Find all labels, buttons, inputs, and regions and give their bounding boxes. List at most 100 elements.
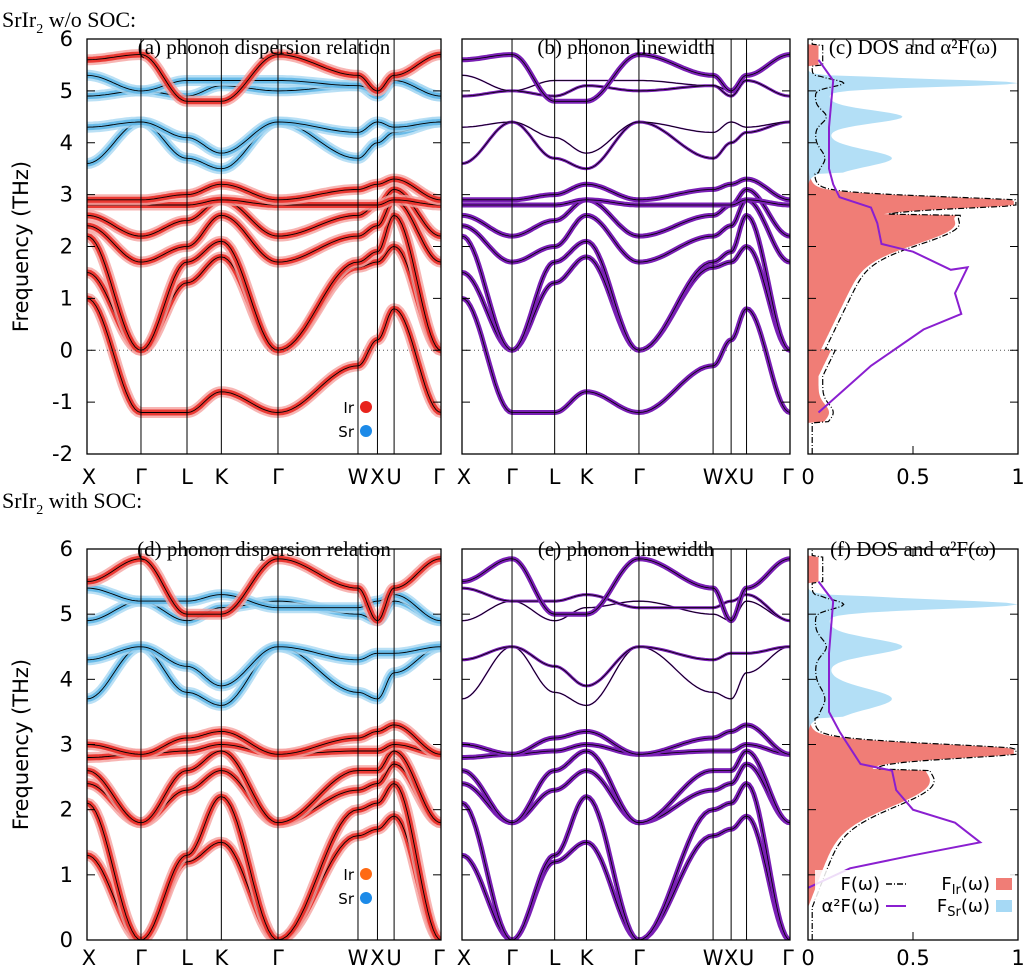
heading-prefix: SrIr [2, 7, 37, 32]
k-point-label: Γ [633, 946, 645, 970]
legend-sr-dot [360, 425, 372, 437]
y-tick-label: 4 [60, 131, 73, 155]
linewidth-band [462, 722, 790, 757]
k-point-label: X [370, 946, 384, 970]
dispersion-branches-1 [87, 553, 441, 940]
k-point-label: Γ [135, 465, 147, 489]
legend-ir-dot [360, 401, 372, 413]
y-tick-label: 6 [60, 27, 73, 51]
k-point-label: U [739, 946, 754, 970]
k-point-label: Γ [272, 946, 284, 970]
heading-prefix: SrIr [2, 488, 37, 513]
y-tick-label: 4 [60, 667, 73, 691]
y-tick-label: 2 [60, 798, 73, 822]
y-tick-label: -2 [52, 442, 73, 466]
legend-ir-label: Ir [343, 399, 354, 417]
x-tick-label: 1 [1011, 465, 1024, 489]
k-point-label: U [386, 465, 401, 489]
legend-fir-label: FIr(ω) [941, 874, 990, 898]
k-point-label: U [386, 946, 401, 970]
k-point-label: Γ [633, 465, 645, 489]
heading-suffix: w/o SOC: [43, 7, 136, 32]
legend-ir-label: Ir [343, 866, 354, 884]
panel-title: (c) DOS and α²F(ω) [829, 35, 997, 59]
k-point-label: Γ [506, 465, 518, 489]
panel-title: (f) DOS and α²F(ω) [830, 537, 996, 561]
y-tick-label: 6 [60, 537, 73, 561]
linewidth-line [462, 783, 790, 940]
section-heading: SrIr2 with SOC: [2, 488, 142, 518]
legend-sr-label: Sr [338, 890, 355, 908]
panel-frame [807, 548, 1019, 941]
y-tick-label: 3 [60, 183, 73, 207]
k-point-label: X [82, 465, 96, 489]
k-point-label: X [370, 465, 384, 489]
legend-sr-label: Sr [338, 423, 355, 441]
linewidth-branches-1 [462, 556, 790, 940]
y-tick-label: 1 [60, 286, 73, 310]
y-tick-label: 3 [60, 733, 73, 757]
y-tick-label: -1 [52, 390, 73, 414]
k-point-label: L [549, 465, 561, 489]
y-tick-label: 5 [60, 79, 73, 103]
y-axis-label: Frequency (THz) [9, 161, 33, 332]
legend-fsr-swatch [996, 900, 1012, 912]
legend-fsr-label-base: F [937, 896, 947, 917]
y-tick-label: 0 [60, 338, 73, 362]
panel-frame [86, 548, 442, 941]
legend-fsr-label-sub: Sr [947, 905, 961, 920]
branch-line [87, 783, 441, 940]
legend-sr-dot [360, 892, 372, 904]
legend-fir-label-sub: Ir [952, 883, 962, 898]
k-point-label: X [457, 946, 471, 970]
heading-sub: 2 [36, 22, 43, 37]
legend-fir-swatch [996, 878, 1012, 890]
y-tick-label: 0 [60, 928, 73, 952]
section-heading: SrIr2 w/o SOC: [2, 7, 136, 37]
k-point-label: W [703, 465, 724, 489]
dos-total-line [811, 39, 1017, 454]
heading-suffix: with SOC: [43, 488, 142, 513]
linewidth-band [462, 295, 790, 416]
y-axis-label: Frequency (THz) [9, 659, 33, 830]
k-point-label: K [214, 946, 229, 970]
dos-legend-box [815, 870, 1015, 920]
linewidth-band [462, 781, 790, 940]
y-tick-label: 2 [60, 235, 73, 259]
k-point-label: Γ [506, 946, 518, 970]
k-point-label: W [348, 946, 369, 970]
legend-a2f-label: α²F(ω) [821, 896, 880, 917]
dos-ir-area [808, 39, 1014, 454]
linewidth-line [462, 646, 790, 706]
panel-frame [86, 38, 442, 455]
dos-curves-0 [808, 39, 1018, 454]
k-point-label: X [724, 465, 738, 489]
k-point-label: Γ [433, 465, 445, 489]
k-point-label: X [724, 946, 738, 970]
k-point-label: Γ [433, 946, 445, 970]
heading-sub: 2 [36, 503, 43, 518]
dos-sr-area [808, 549, 1018, 940]
x-tick-label: 0 [801, 465, 814, 489]
k-point-label: Γ [272, 465, 284, 489]
panel-title: (b) phonon linewidth [537, 35, 715, 59]
dos-sr-area [808, 39, 1018, 454]
k-point-label: K [214, 465, 229, 489]
legend-fsr-label: FSr(ω) [937, 896, 990, 920]
legend-ir-dot [360, 868, 372, 880]
linewidth-band [462, 556, 790, 624]
legend-fsr-label-tail: (ω) [961, 896, 990, 917]
a2f-line [817, 59, 970, 414]
k-point-label: W [703, 946, 724, 970]
x-tick-label: 0.5 [896, 946, 929, 970]
panel-title: (e) phonon linewidth [538, 537, 715, 561]
x-tick-label: 1 [1011, 946, 1024, 970]
panel-title: (a) phonon dispersion relation [138, 35, 391, 59]
x-tick-label: 0 [801, 946, 814, 970]
panel-frame [461, 38, 791, 455]
k-point-label: W [348, 465, 369, 489]
k-point-label: L [181, 946, 193, 970]
x-tick-label: 0.5 [896, 465, 929, 489]
linewidth-line [462, 121, 790, 170]
